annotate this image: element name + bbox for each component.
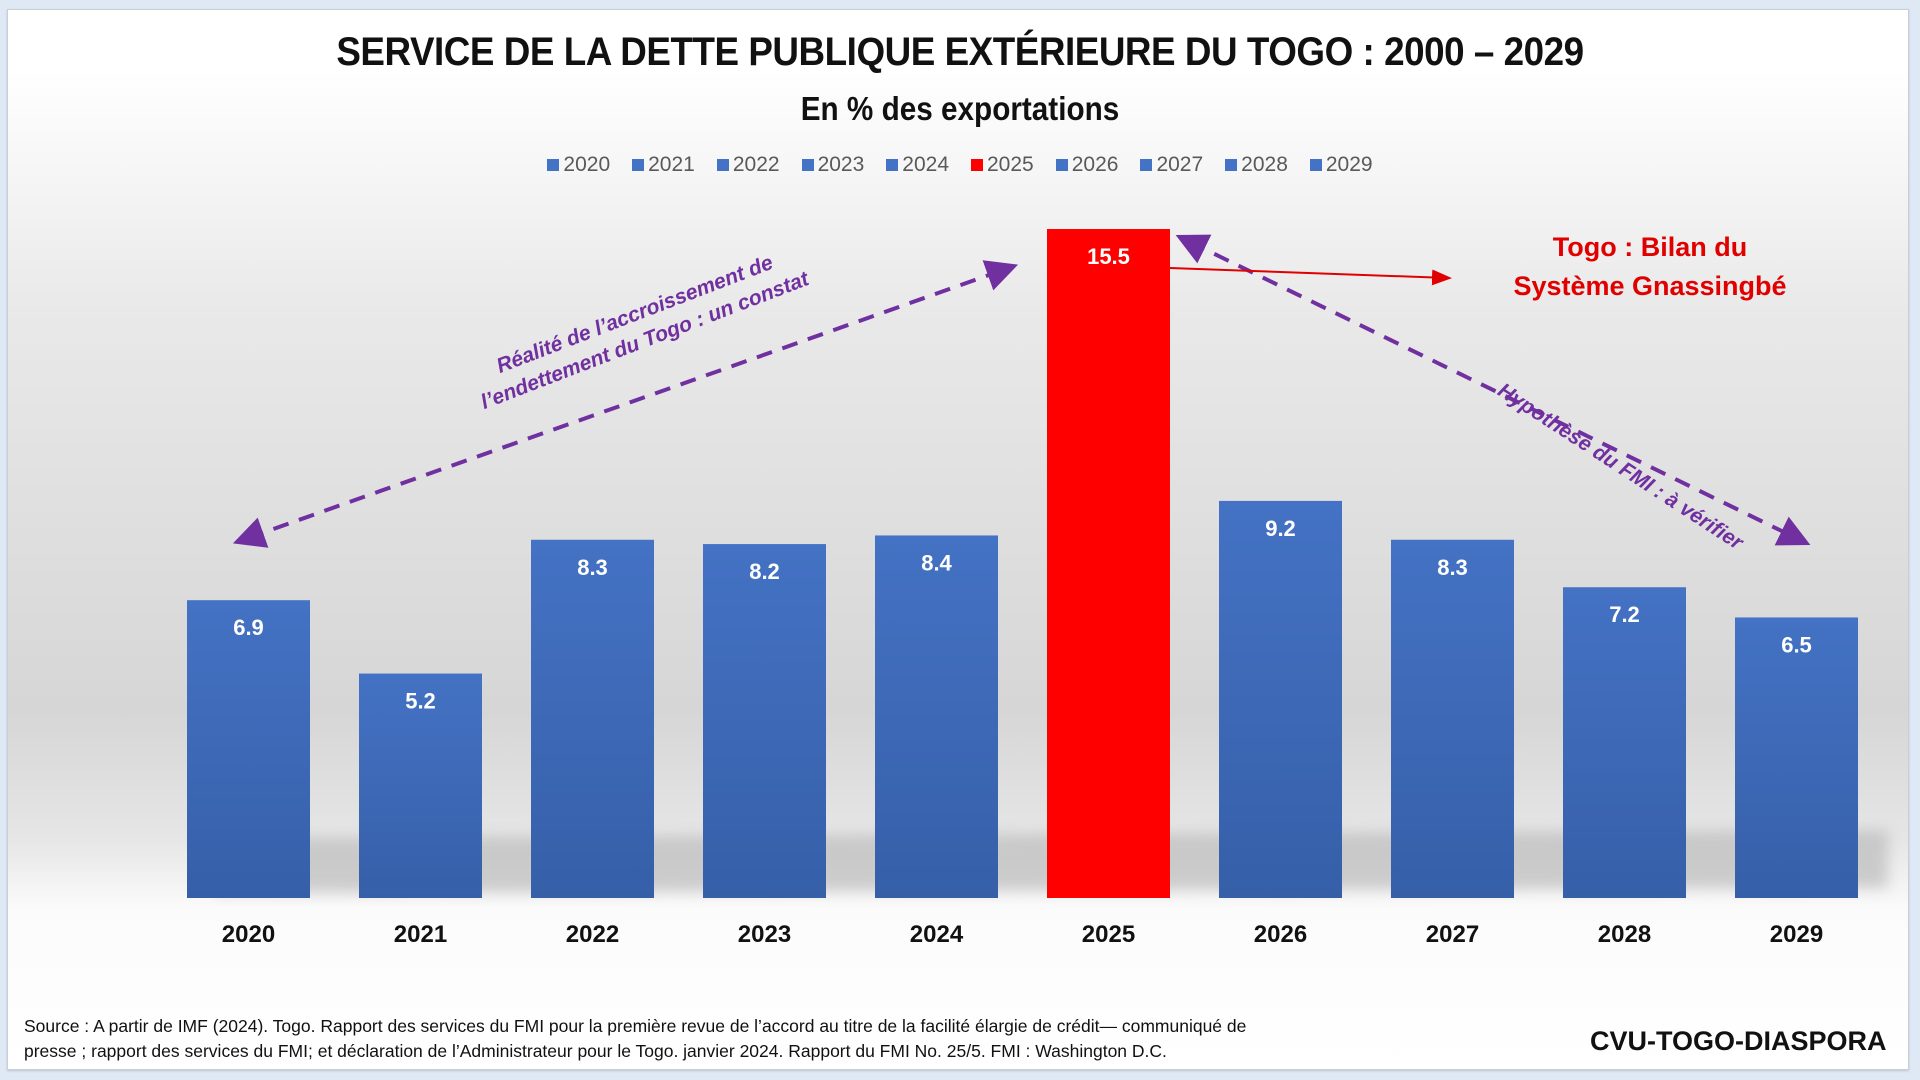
bar-value-label: 8.4: [921, 550, 952, 575]
legend-item-2023: 2023: [801, 153, 865, 177]
bar-value-label: 15.5: [1087, 244, 1130, 269]
bar-2022: [531, 539, 654, 898]
legend-item-2020: 2020: [547, 153, 610, 177]
legend-swatch: [716, 159, 729, 171]
bar-value-label: 8.3: [577, 555, 608, 580]
x-tick-label: 2029: [1770, 921, 1823, 948]
x-tick-label: 2021: [394, 921, 447, 948]
bar-2027: [1391, 539, 1514, 898]
x-tick-label: 2025: [1082, 921, 1135, 948]
bar-value-label: 8.2: [749, 559, 780, 584]
bar-value-label: 6.9: [233, 615, 264, 640]
bar-2021: [359, 673, 482, 898]
bar-value-label: 7.2: [1609, 602, 1640, 627]
bars: [187, 229, 1858, 898]
bar-2024: [875, 535, 998, 898]
brand-label: CVU-TOGO-DIASPORA: [1590, 1026, 1887, 1056]
bar-value-label: 6.5: [1781, 632, 1812, 657]
x-tick-label: 2027: [1426, 921, 1479, 948]
legend-item-2026: 2026: [1055, 153, 1119, 177]
legend-item-2022: 2022: [716, 153, 780, 177]
bar-value-label: 9.2: [1265, 516, 1296, 541]
legend-item-2027: 2027: [1140, 153, 1203, 177]
annotation-callout: Togo : Bilan du Système Gnassingbé: [1480, 228, 1820, 306]
legend-item-2025: 2025: [971, 153, 1034, 177]
legend-item-2024: 2024: [886, 153, 949, 177]
bar-2023: [703, 544, 826, 898]
legend-label: 2025: [987, 153, 1034, 176]
legend-swatch: [547, 159, 560, 171]
legend-label: 2024: [902, 153, 949, 176]
x-tick-label: 2022: [566, 921, 619, 948]
callout-arrow: [1169, 267, 1452, 286]
chart-title: SERVICE DE LA DETTE PUBLIQUE EXTÉRIEURE …: [336, 30, 1584, 74]
bar-value-label: 8.3: [1437, 555, 1468, 580]
x-tick-label: 2026: [1254, 921, 1307, 948]
legend-label: 2022: [732, 153, 780, 176]
bar-2025: [1047, 229, 1170, 898]
legend-swatch: [1309, 159, 1322, 171]
legend-item-2028: 2028: [1225, 153, 1288, 177]
bar-2029: [1735, 617, 1858, 898]
legend-label: 2021: [648, 153, 695, 176]
legend-item-2029: 2029: [1309, 153, 1373, 177]
bar-value-label: 5.2: [405, 689, 436, 714]
annotation-callout-line1: Togo : Bilan du: [1552, 232, 1748, 262]
legend-label: 2029: [1325, 153, 1373, 176]
trend-down-arrow: [1175, 234, 1811, 546]
legend-swatch: [801, 159, 814, 171]
legend-swatch: [632, 159, 645, 171]
bar-2028: [1563, 587, 1686, 898]
source-line-2: presse ; rapport des services du FMI; et…: [24, 1041, 1167, 1061]
x-tick-label: 2023: [738, 921, 791, 948]
legend-swatch: [1140, 159, 1153, 171]
legend-swatch: [971, 159, 983, 171]
legend-label: 2028: [1241, 153, 1288, 176]
legend: 2020 2021 2022 2023 2024 2025 2026 2027 2028 2029: [0, 153, 1920, 177]
legend-swatch: [1225, 159, 1238, 171]
source-note: Source : A partir de IMF (2024). Togo. R…: [24, 1014, 1324, 1064]
legend-swatch: [1055, 159, 1068, 171]
annotation-callout-line2: Système Gnassingbé: [1513, 271, 1787, 301]
x-tick-label: 2028: [1598, 921, 1651, 948]
bar-2020: [187, 600, 310, 898]
x-tick-label: 2020: [222, 921, 275, 948]
legend-label: 2020: [563, 153, 611, 176]
x-tick-label: 2024: [910, 921, 964, 948]
legend-label: 2026: [1071, 153, 1119, 176]
legend-label: 2027: [1156, 153, 1204, 176]
legend-swatch: [886, 159, 899, 171]
source-line-1: Source : A partir de IMF (2024). Togo. R…: [24, 1016, 1247, 1036]
bar-2026: [1219, 500, 1342, 898]
x-axis-tick-labels: 2020 2021 2022 2023 2024 2025 2026 2027 2028 2029: [222, 921, 1823, 948]
legend-item-2021: 2021: [632, 153, 695, 177]
chart-subtitle: En % des exportations: [800, 90, 1120, 127]
legend-label: 2023: [817, 153, 865, 176]
